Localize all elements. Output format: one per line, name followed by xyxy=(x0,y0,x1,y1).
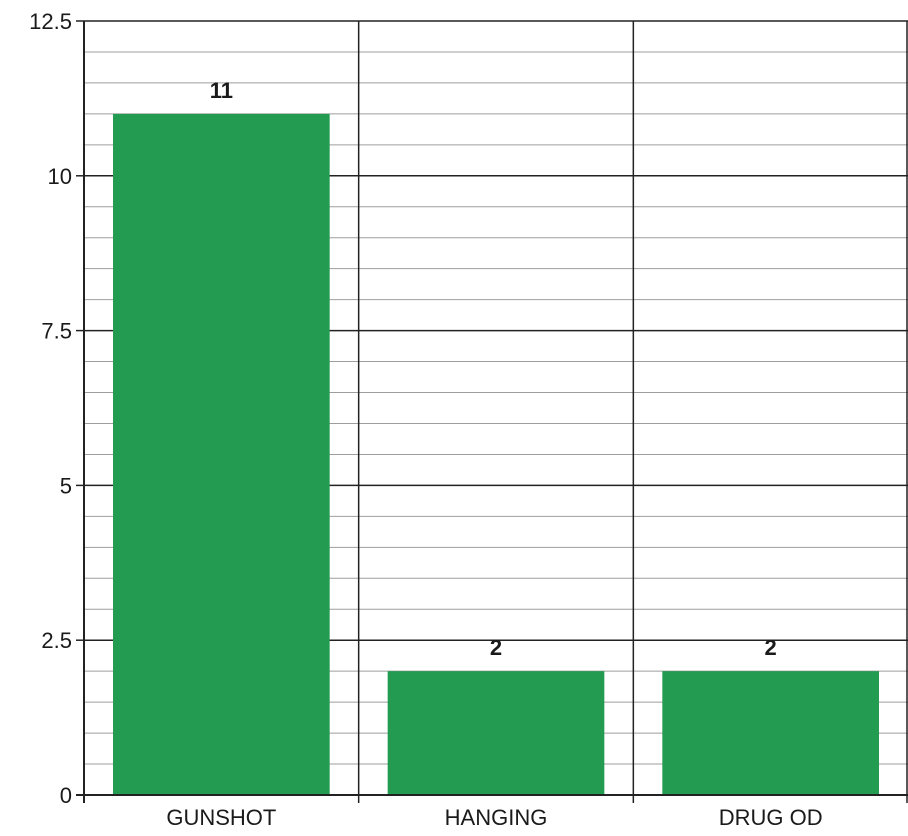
y-tick-label: 0 xyxy=(60,783,72,808)
y-tick-label: 2.5 xyxy=(41,628,72,653)
y-tick-label: 12.5 xyxy=(29,9,72,34)
y-tick-label: 7.5 xyxy=(41,319,72,344)
data-label: 2 xyxy=(490,635,502,660)
category-label: GUNSHOT xyxy=(166,805,276,830)
category-label: HANGING xyxy=(445,805,548,830)
data-labels: 11 2 2 xyxy=(210,78,777,660)
bar-hanging xyxy=(387,671,605,795)
category-label: DRUG OD xyxy=(719,805,823,830)
data-label: 2 xyxy=(765,635,777,660)
y-tick-label: 10 xyxy=(48,164,72,189)
category-labels: GUNSHOT HANGING DRUG OD xyxy=(166,805,822,830)
y-tick-label: 5 xyxy=(60,473,72,498)
category-dividers xyxy=(357,21,908,803)
bar-gunshot xyxy=(113,113,330,795)
bars xyxy=(113,113,879,795)
data-label: 11 xyxy=(210,78,233,103)
bar-drug-od xyxy=(662,671,879,795)
axes xyxy=(76,20,908,803)
y-tick-labels: 0 2.5 5 7.5 10 12.5 xyxy=(29,9,72,808)
